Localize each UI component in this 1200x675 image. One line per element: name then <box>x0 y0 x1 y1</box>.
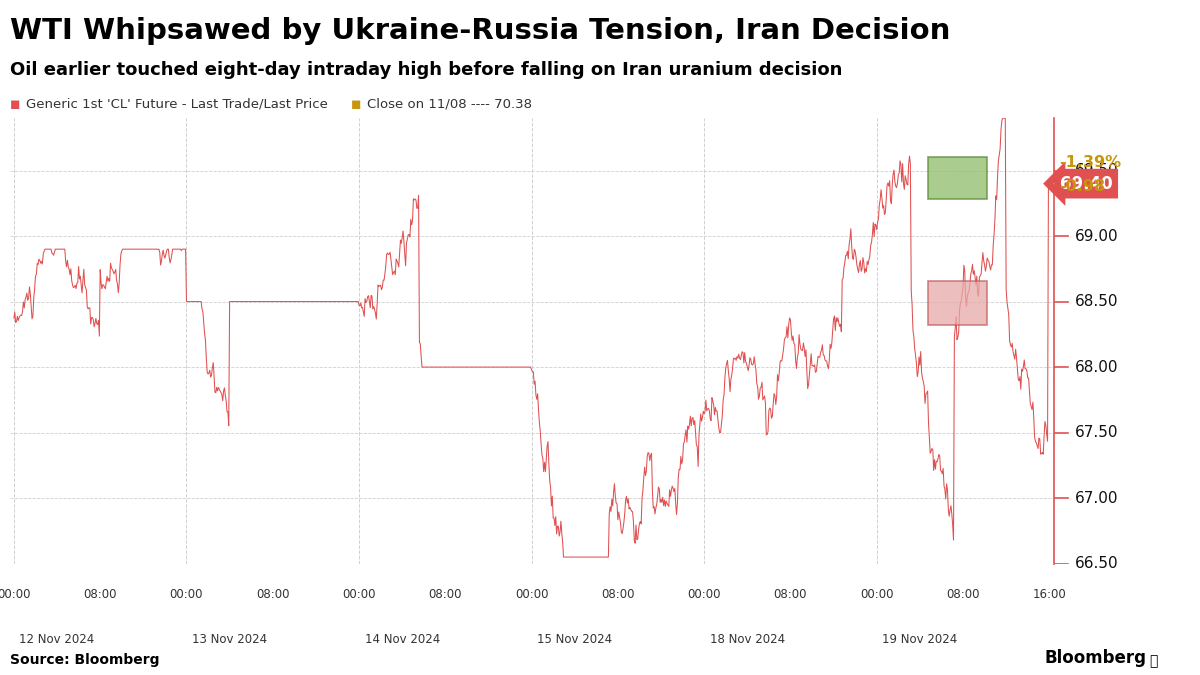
Text: 00:00: 00:00 <box>169 588 203 601</box>
Text: WTI Whipsawed by Ukraine-Russia Tension, Iran Decision: WTI Whipsawed by Ukraine-Russia Tension,… <box>10 17 950 45</box>
Text: 08:00: 08:00 <box>84 588 116 601</box>
Text: 08:00: 08:00 <box>947 588 979 601</box>
Text: 13 Nov 2024: 13 Nov 2024 <box>192 633 268 646</box>
Text: 69.00: 69.00 <box>1075 229 1118 244</box>
Text: 68.50: 68.50 <box>1075 294 1118 309</box>
Text: 69.40: 69.40 <box>1060 175 1112 192</box>
Text: Close on 11/08 ---- 70.38: Close on 11/08 ---- 70.38 <box>367 98 533 111</box>
Text: 16:00: 16:00 <box>1032 588 1066 601</box>
Text: 08:00: 08:00 <box>256 588 289 601</box>
Text: 18 Nov 2024: 18 Nov 2024 <box>709 633 785 646</box>
Bar <box>929 281 988 325</box>
Text: 00:00: 00:00 <box>688 588 721 601</box>
Text: 68.00: 68.00 <box>1075 360 1118 375</box>
Text: ◼: ◼ <box>350 98 361 111</box>
Text: 00:00: 00:00 <box>515 588 548 601</box>
Text: 12 Nov 2024: 12 Nov 2024 <box>19 633 95 646</box>
Text: 15 Nov 2024: 15 Nov 2024 <box>538 633 612 646</box>
Text: 19 Nov 2024: 19 Nov 2024 <box>882 633 958 646</box>
Text: 67.50: 67.50 <box>1075 425 1118 440</box>
Text: Oil earlier touched eight-day intraday high before falling on Iran uranium decis: Oil earlier touched eight-day intraday h… <box>10 61 842 79</box>
Text: 66.50: 66.50 <box>1075 556 1118 571</box>
Text: ◼: ◼ <box>10 98 20 111</box>
Text: 00:00: 00:00 <box>342 588 376 601</box>
Text: 08:00: 08:00 <box>428 588 462 601</box>
Text: 00:00: 00:00 <box>860 588 894 601</box>
Text: 08:00: 08:00 <box>601 588 635 601</box>
Bar <box>929 157 988 199</box>
Text: 14 Nov 2024: 14 Nov 2024 <box>365 633 440 646</box>
Text: Source: Bloomberg: Source: Bloomberg <box>10 653 160 667</box>
Text: ⓘ: ⓘ <box>1150 654 1158 668</box>
Text: 69.50: 69.50 <box>1075 163 1118 178</box>
Text: 00:00: 00:00 <box>0 588 31 601</box>
Text: -1.39%: -1.39% <box>1060 155 1122 170</box>
Text: Bloomberg: Bloomberg <box>1044 649 1146 667</box>
Text: -0.98: -0.98 <box>1060 179 1105 194</box>
Text: 08:00: 08:00 <box>774 588 808 601</box>
Text: Generic 1st 'CL' Future - Last Trade/Last Price: Generic 1st 'CL' Future - Last Trade/Las… <box>26 98 329 111</box>
Text: 67.00: 67.00 <box>1075 491 1118 506</box>
